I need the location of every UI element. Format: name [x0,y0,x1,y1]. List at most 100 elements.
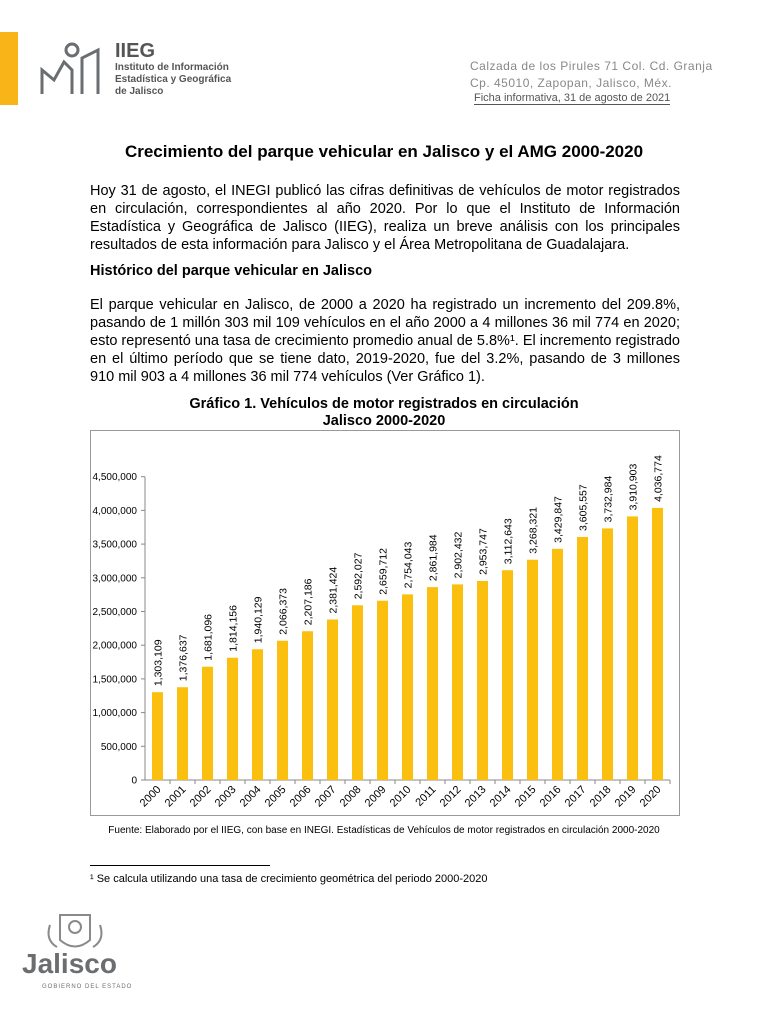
bar [402,594,413,780]
y-tick-label: 3,000,000 [93,573,138,584]
value-label: 3,910,903 [628,464,640,511]
y-tick-label: 4,000,000 [93,506,138,517]
bar [477,580,488,780]
value-label: 2,902,432 [453,532,465,579]
footnote: ¹ Se calcula utilizando una tasa de crec… [90,873,488,885]
x-tick-label: 2006 [288,784,314,810]
x-tick-label: 2012 [438,784,464,810]
x-tick-label: 2010 [388,784,414,810]
x-tick-label: 2008 [338,784,364,810]
bar [452,584,463,780]
value-label: 3,429,847 [553,496,565,543]
logo-name: IIEG [115,40,156,62]
x-tick-label: 2001 [163,784,189,810]
logo-line: Estadística y Geográfica [115,74,232,85]
value-label: 2,953,747 [478,528,490,575]
bar [552,548,563,780]
logo-subtitle: Instituto de Información Estadística y G… [115,62,231,98]
bar [627,516,638,780]
bar [377,600,388,780]
chart-source: Fuente: Elaborado por el IIEG, con base … [108,825,660,836]
x-tick-label: 2019 [613,784,639,810]
value-label: 2,381,424 [328,567,340,614]
bar [327,619,338,780]
logo-line: Instituto de Información [115,62,229,73]
iieg-icon [40,42,100,94]
bar [302,631,313,780]
value-label: 1,303,109 [153,639,165,686]
value-label: 4,036,774 [653,455,665,502]
y-tick-label: 500,000 [101,742,138,753]
bar [527,559,538,780]
paragraph: El parque vehicular en Jalisco, de 2000 … [90,297,680,385]
section-heading: Histórico del parque vehicular en Jalisc… [90,263,373,279]
footnote-rule [90,865,270,866]
chart: 0 500,000 1,000,000 1,500,000 2,000,000 2,500… [90,430,680,816]
bar [277,640,288,780]
bar [352,605,363,780]
footer-sublabel: GOBIERNO DEL ESTADO [42,984,133,990]
bar [427,587,438,780]
footer-logo: Jalisco [22,948,117,979]
value-label: 2,207,186 [303,578,315,625]
logo-line: de Jalisco [115,86,164,97]
doc-title: Crecimiento del parque vehicular en Jali… [124,142,644,161]
paragraph: Hoy 31 de agosto, el INEGI publicó las c… [90,183,680,253]
chart-heading: Gráfico 1. Vehículos de motor registrado… [0,396,768,430]
x-tick-label: 2004 [238,784,264,810]
address-line: Cp. 45010, Zapopan, Jalisco, Méx. [470,76,672,90]
x-tick-label: 2013 [463,784,489,810]
value-label: 3,112,643 [503,518,515,564]
value-label: 2,066,373 [278,588,290,635]
value-label: 2,861,984 [428,534,440,581]
y-tick-label: 3,500,000 [93,540,138,551]
bar [177,687,188,780]
bar [252,649,263,780]
chart-subtitle: Jalisco 2000-2020 [322,413,446,429]
value-label: 2,754,043 [403,542,415,589]
chart-title: Gráfico 1. Vehículos de motor registrado… [189,396,579,412]
value-label: 1,376,637 [178,634,190,681]
value-label: 2,592,027 [353,552,365,599]
date-note: Ficha informativa, 31 de agosto de 2021 [474,92,671,105]
y-tick-label: 4,500,000 [93,472,138,483]
accent-bar [0,32,18,105]
x-tick-label: 2020 [638,784,664,810]
x-tick-label: 2007 [313,784,339,810]
x-tick-label: 2000 [138,784,164,810]
address-line: Calzada de los Pirules 71 Col. Cd. Granj… [470,59,713,73]
bar [602,528,613,780]
coat-of-arms [47,914,103,948]
x-tick-label: 2005 [263,784,289,810]
x-tick-label: 2009 [363,784,389,810]
value-label: 2,659,712 [378,548,390,595]
value-label: 1,940,129 [253,596,265,643]
y-tick-label: 1,000,000 [93,708,138,719]
bar [502,570,513,780]
value-label: 3,605,557 [578,484,590,531]
chart-border [90,430,680,816]
bar [652,507,663,780]
y-tick-label: 2,500,000 [93,607,138,618]
x-tick-label: 2011 [413,784,438,809]
x-tick-label: 2002 [188,784,214,810]
x-tick-label: 2018 [588,784,614,810]
value-label: 3,268,321 [528,507,540,554]
x-tick-label: 2003 [213,784,239,810]
y-tick-label: 0 [131,776,137,787]
value-label: 3,732,984 [603,476,615,523]
bar [152,692,163,780]
y-tick-label: 2,000,000 [93,641,138,652]
bar [202,666,213,780]
bar [577,536,588,780]
value-label: 1,681,096 [203,614,215,661]
value-label: 1,814,156 [228,605,240,652]
x-tick-label: 2015 [513,784,539,810]
x-tick-label: 2014 [488,784,514,810]
x-tick-label: 2017 [563,784,589,810]
address: Calzada de los Pirules 71 Col. Cd. Granj… [470,58,713,92]
x-tick-label: 2016 [538,784,564,810]
y-tick-label: 1,500,000 [93,674,138,685]
bar [227,657,238,780]
